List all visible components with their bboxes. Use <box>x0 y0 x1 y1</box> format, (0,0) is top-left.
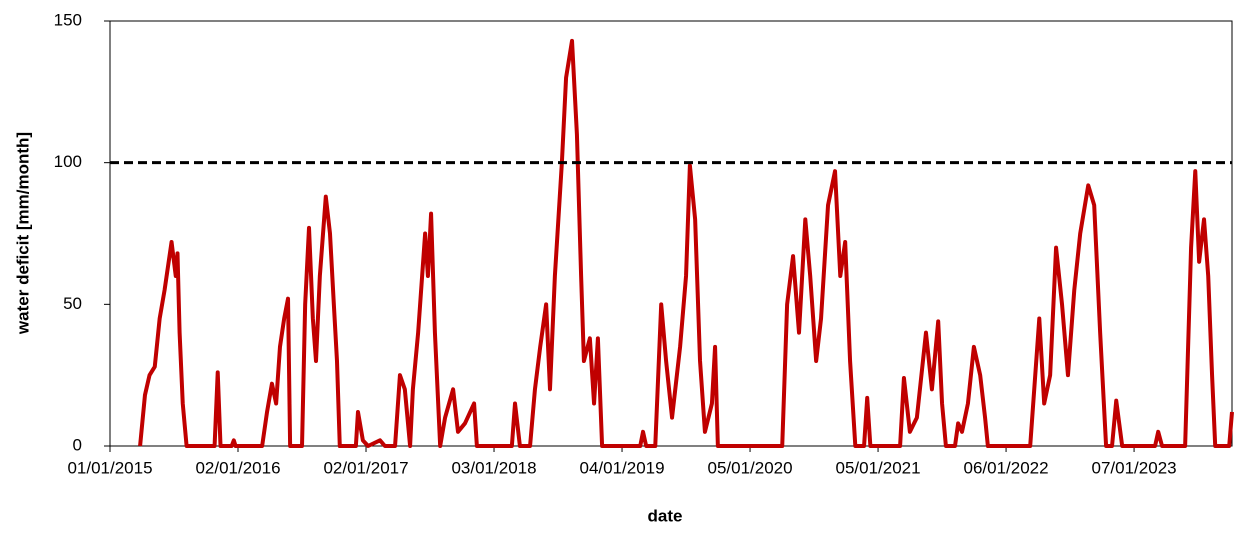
y-tick-label: 100 <box>54 152 82 171</box>
x-tick-label: 02/01/2017 <box>323 458 408 477</box>
y-tick-label: 0 <box>73 435 82 454</box>
x-tick-label: 06/01/2022 <box>964 458 1049 477</box>
x-tick-label: 02/01/2016 <box>195 458 280 477</box>
x-tick-label: 01/01/2015 <box>67 458 152 477</box>
x-tick-label: 04/01/2019 <box>579 458 664 477</box>
y-tick-label: 150 <box>54 10 82 29</box>
x-tick-label: 05/01/2020 <box>707 458 792 477</box>
y-tick-label: 50 <box>63 294 82 313</box>
x-tick-label: 05/01/2021 <box>836 458 921 477</box>
y-axis-title: water deficit [mm/month] <box>13 132 32 335</box>
data-line <box>138 38 1234 448</box>
x-axis-title: date <box>648 506 683 525</box>
x-tick-label: 03/01/2018 <box>451 458 536 477</box>
plot-frame <box>109 20 1233 447</box>
x-tick-label: 07/01/2023 <box>1092 458 1177 477</box>
